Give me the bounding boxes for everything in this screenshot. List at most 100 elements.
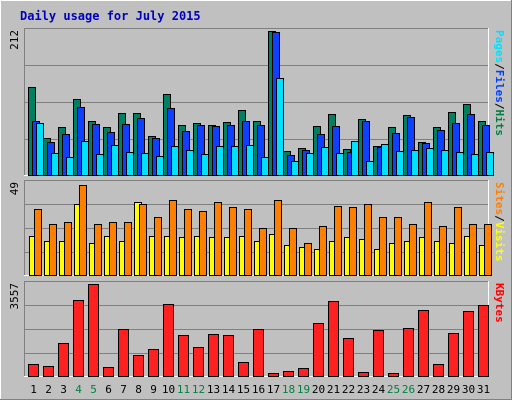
bar-pages [336,153,344,176]
x-tick-label: 6 [105,383,112,396]
bar-pages [471,154,479,176]
bar-kbytes [298,368,309,377]
x-tick-label: 15 [237,383,250,396]
bar-kbytes [358,372,369,377]
bar-pages [36,123,44,176]
bar-kbytes [268,373,279,377]
x-tick-label: 8 [135,383,142,396]
bar-kbytes [118,329,129,377]
bar-pages [411,150,419,176]
bar-kbytes [28,364,39,377]
bar-pages [111,145,119,176]
bar-sites [79,185,87,276]
bar-sites [379,217,387,276]
bar-kbytes [73,300,84,377]
bar-pages [156,156,164,176]
bar-pages [126,152,134,176]
bar-pages [51,153,59,176]
bar-sites [424,202,432,276]
x-tick-label: 29 [447,383,460,396]
bar-kbytes [223,335,234,377]
x-tick-label: 28 [432,383,445,396]
x-tick-label: 20 [312,383,325,396]
bar-sites [259,228,267,276]
bar-sites [169,200,177,276]
x-axis-labels: 1 2 3 4 5 6 7 8 9 10 11 12 13 14 15 16 17 18 19 20 21 22 23 24 2… [30,383,490,396]
x-tick-label: 21 [327,383,340,396]
x-tick-label: 30 [462,383,475,396]
bar-pages [141,153,149,176]
bar-sites [64,222,72,276]
x-tick-label: 31 [477,383,490,396]
x-tick-label: 25 [387,383,400,396]
bar-kbytes [58,343,69,377]
bar-kbytes [283,371,294,377]
bar-sites [214,202,222,276]
bar-sites [334,206,342,276]
series-sites [34,185,492,276]
bar-pages [201,154,209,176]
x-tick-label: 7 [120,383,127,396]
bar-pages [216,146,224,176]
bar-pages [81,141,89,176]
bar-sites [349,207,357,276]
bar-kbytes [463,311,474,377]
bar-sites [469,224,477,276]
bar-pages [321,147,329,176]
x-tick-label: 10 [162,383,175,396]
y-max-label-bottom: 3557 [8,283,21,310]
bar-kbytes [373,330,384,377]
x-tick-label: 3 [60,383,67,396]
bar-sites [199,211,207,276]
bar-kbytes [403,328,414,377]
x-tick-label: 14 [222,383,236,396]
x-tick-label: 24 [372,383,386,396]
chart-title: Daily usage for July 2015 [20,9,201,23]
bar-kbytes [238,362,249,377]
legend-entry: / [493,215,506,222]
bar-pages [381,144,389,176]
x-tick-label: 27 [417,383,430,396]
bar-sites [109,222,117,276]
bar-kbytes [88,284,99,377]
bar-pages [396,151,404,176]
bar-sites [454,207,462,276]
x-tick-label: 1 [30,383,37,396]
bar-sites [409,224,417,276]
bar-kbytes [253,329,264,377]
bar-pages [186,150,194,176]
legend-middle: Sites/Visits [493,182,506,262]
bar-sites [289,228,297,276]
bar-pages [351,141,359,176]
legend-entry: Visits [493,222,506,262]
bar-pages [366,161,374,176]
y-max-label-middle: 49 [8,182,21,195]
bar-pages [171,146,179,176]
bar-pages [456,152,464,176]
bar-kbytes [418,310,429,377]
x-tick-label: 17 [267,383,280,396]
bar-sites [484,224,492,276]
bar-pages [291,161,299,176]
x-tick-label: 9 [150,383,157,396]
bar-kbytes [433,364,444,377]
bar-pages [231,146,239,176]
x-tick-label: 19 [297,383,310,396]
bar-pages [96,154,104,176]
bar-kbytes [163,304,174,377]
bar-kbytes [388,373,399,377]
bar-kbytes [43,366,54,377]
panel-top: 212 Pages/Files/Hits [8,28,506,176]
bar-pages [426,148,434,176]
bar-pages [261,157,269,176]
x-tick-label: 12 [192,383,205,396]
legend-entry: / [493,103,506,110]
x-tick-label: 11 [177,383,190,396]
bar-pages [486,152,494,176]
bar-sites [439,226,447,276]
panel-middle: 49 Sites/Visits [8,180,506,276]
legend-entry: / [493,63,506,70]
bar-sites [94,224,102,276]
bar-sites [394,217,402,276]
